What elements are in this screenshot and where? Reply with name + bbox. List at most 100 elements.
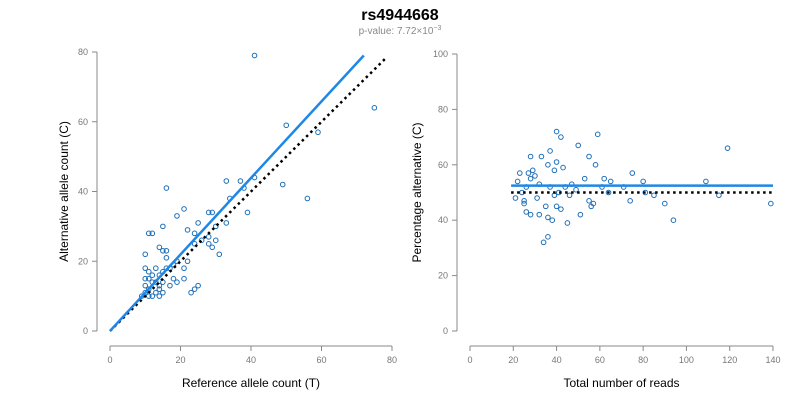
data-point: [560, 164, 566, 171]
data-point: [545, 162, 551, 168]
data-point: [521, 200, 527, 207]
data-point: [527, 153, 534, 160]
data-point: [549, 217, 556, 223]
data-point: [592, 162, 599, 168]
data-point: [153, 265, 159, 272]
data-point: [553, 203, 560, 210]
data-point: [149, 230, 156, 237]
x-tick-label: 140: [765, 355, 780, 365]
y-tick-label: 60: [78, 117, 88, 127]
data-point: [642, 189, 649, 196]
data-point: [184, 227, 191, 233]
y-axis-title: Percentage alternative (C): [410, 122, 424, 262]
data-point: [573, 186, 579, 193]
x-tick-label: 120: [722, 355, 737, 365]
data-point: [525, 170, 532, 176]
x-tick-label: 0: [107, 355, 112, 365]
y-tick-label: 0: [443, 326, 448, 336]
data-point: [304, 195, 311, 202]
data-point: [160, 223, 166, 230]
y-tick-label: 40: [438, 215, 448, 225]
data-point: [181, 206, 187, 212]
data-point: [516, 170, 523, 176]
data-point: [527, 175, 534, 182]
y-tick-label: 100: [433, 49, 448, 59]
x-tick-label: 60: [316, 355, 326, 365]
data-point: [651, 192, 657, 199]
data-point: [198, 237, 205, 244]
reference-line: [109, 58, 386, 332]
data-point: [205, 234, 212, 240]
data-point: [529, 167, 536, 174]
data-point: [205, 209, 212, 216]
data-point: [160, 247, 166, 254]
x-tick-label: 80: [638, 355, 648, 365]
data-point: [142, 265, 149, 272]
data-point: [156, 244, 163, 251]
x-tick-label: 0: [467, 355, 472, 365]
data-point: [283, 122, 290, 129]
y-tick-label: 60: [438, 160, 448, 170]
data-point: [724, 145, 731, 151]
data-point: [149, 293, 156, 299]
data-point: [145, 268, 152, 275]
data-point: [163, 185, 170, 191]
data-point: [160, 289, 166, 296]
y-tick-label: 40: [78, 187, 88, 197]
data-point: [145, 275, 152, 282]
data-point: [156, 293, 163, 299]
x-tick-label: 80: [387, 355, 397, 365]
data-point: [181, 275, 187, 282]
data-point: [594, 131, 601, 138]
x-tick-label: 20: [508, 355, 518, 365]
data-point: [670, 217, 677, 223]
data-point: [371, 105, 378, 111]
data-point: [523, 209, 530, 215]
subtitle-pvalue-exponent: −3: [433, 25, 441, 32]
data-point: [605, 189, 612, 196]
data-point: [514, 178, 521, 185]
data-point: [191, 241, 198, 247]
data-point: [607, 178, 614, 185]
x-tick-label: 40: [552, 355, 562, 365]
data-point: [209, 209, 216, 216]
data-point: [566, 192, 573, 199]
data-point: [167, 282, 173, 289]
data-point: [547, 148, 553, 154]
data-point: [627, 198, 633, 204]
y-tick-label: 80: [438, 104, 448, 114]
data-point: [142, 251, 149, 258]
data-point: [545, 214, 551, 221]
data-point: [564, 220, 571, 226]
data-point: [768, 200, 774, 207]
x-tick-label: 20: [175, 355, 185, 365]
data-point: [163, 247, 170, 254]
data-point: [716, 192, 722, 199]
data-point: [191, 230, 198, 237]
subtitle-pvalue-text: p-value: 7.72×10: [359, 26, 434, 37]
data-point: [586, 153, 592, 160]
data-point: [577, 211, 584, 218]
data-point: [588, 203, 595, 210]
scatter-panel-allele-counts: 0 20 40 60 80 0 20 40 60 80 Reference allele count…: [57, 47, 397, 390]
data-point: [581, 175, 588, 182]
data-point: [534, 195, 540, 201]
data-point: [184, 258, 191, 265]
data-point: [156, 282, 163, 289]
data-point: [188, 289, 194, 296]
data-point: [145, 230, 152, 237]
data-point: [174, 213, 180, 219]
data-point: [279, 181, 286, 188]
data-point: [191, 286, 198, 292]
x-tick-label: 100: [679, 355, 694, 365]
data-point: [558, 206, 564, 212]
data-point: [532, 173, 538, 179]
y-tick-label: 80: [78, 47, 88, 57]
y-tick-label: 20: [438, 271, 448, 281]
data-point: [205, 241, 212, 247]
data-point: [149, 272, 156, 279]
data-point: [156, 286, 163, 292]
data-point: [558, 134, 564, 140]
chart-subtitle: p-value: 7.72×10−3: [359, 25, 442, 37]
data-point: [244, 209, 251, 216]
